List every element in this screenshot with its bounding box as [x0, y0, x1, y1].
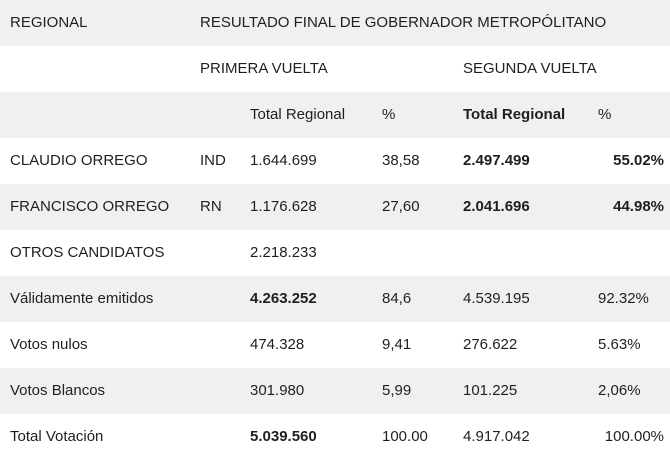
- table-header-row: REGIONAL RESULTADO FINAL DE GOBERNADOR M…: [0, 0, 670, 46]
- pct2: 5.63%: [598, 336, 641, 353]
- total1: 474.328: [250, 336, 305, 353]
- total2-header: Total Regional: [463, 106, 566, 123]
- table-row: Total Votación 5.039.560 100.00 4.917.04…: [0, 414, 670, 457]
- table-row: Válidamente emitidos 4.263.252 84,6 4.53…: [0, 276, 670, 322]
- first-round-header: PRIMERA VUELTA: [200, 60, 328, 77]
- pct1: 27,60: [382, 198, 420, 215]
- candidate-name: OTROS CANDIDATOS: [10, 244, 165, 261]
- table-row: Votos nulos 474.328 9,41 276.622 5.63%: [0, 322, 670, 368]
- total1: 2.218.233: [250, 244, 317, 261]
- total2: 276.622: [463, 336, 518, 353]
- party: RN: [200, 198, 222, 215]
- total2: 4.917.042: [463, 428, 530, 445]
- candidate-name: FRANCISCO ORREGO: [10, 198, 170, 215]
- pct2: 2,06%: [598, 382, 641, 399]
- row-label: Válidamente emitidos: [10, 290, 154, 307]
- table-row: Votos Blancos 301.980 5,99 101.225 2,06%: [0, 368, 670, 414]
- pct1: 38,58: [382, 152, 420, 169]
- column-header-row: Total Regional % Total Regional %: [0, 92, 670, 138]
- total2: 2.497.499: [463, 152, 530, 169]
- row-label: Votos Blancos: [10, 382, 106, 399]
- table-row: CLAUDIO ORREGO IND 1.644.699 38,58 2.497…: [0, 138, 670, 184]
- pct1: 84,6: [382, 290, 412, 307]
- second-round-header: SEGUNDA VUELTA: [463, 60, 597, 77]
- pct1-header: %: [382, 106, 396, 123]
- table-title: RESULTADO FINAL DE GOBERNADOR METROPÓLIT…: [200, 14, 607, 31]
- pct2: 44.98%: [613, 198, 664, 215]
- row-label: Votos nulos: [10, 336, 88, 353]
- row-label: Total Votación: [10, 428, 104, 445]
- pct1: 5,99: [382, 382, 412, 399]
- total1-header: Total Regional: [250, 106, 346, 123]
- pct2: 100.00%: [604, 428, 664, 445]
- total2: 2.041.696: [463, 198, 530, 215]
- regional-header: REGIONAL: [10, 14, 88, 31]
- candidate-name: CLAUDIO ORREGO: [10, 152, 148, 169]
- total1: 1.176.628: [250, 198, 317, 215]
- table-row: FRANCISCO ORREGO RN 1.176.628 27,60 2.04…: [0, 184, 670, 230]
- total2: 4.539.195: [463, 290, 530, 307]
- pct1: 9,41: [382, 336, 412, 353]
- pct1: 100.00: [382, 428, 428, 445]
- rounds-row: PRIMERA VUELTA SEGUNDA VUELTA: [0, 46, 670, 92]
- table-row: OTROS CANDIDATOS 2.218.233: [0, 230, 670, 276]
- pct2: 92.32%: [598, 290, 649, 307]
- party: IND: [200, 152, 226, 169]
- total1: 301.980: [250, 382, 305, 399]
- pct2: 55.02%: [613, 152, 664, 169]
- total2: 101.225: [463, 382, 518, 399]
- total1: 4.263.252: [250, 290, 317, 307]
- total1: 1.644.699: [250, 152, 317, 169]
- pct2-header: %: [598, 106, 612, 123]
- total1: 5.039.560: [250, 428, 317, 445]
